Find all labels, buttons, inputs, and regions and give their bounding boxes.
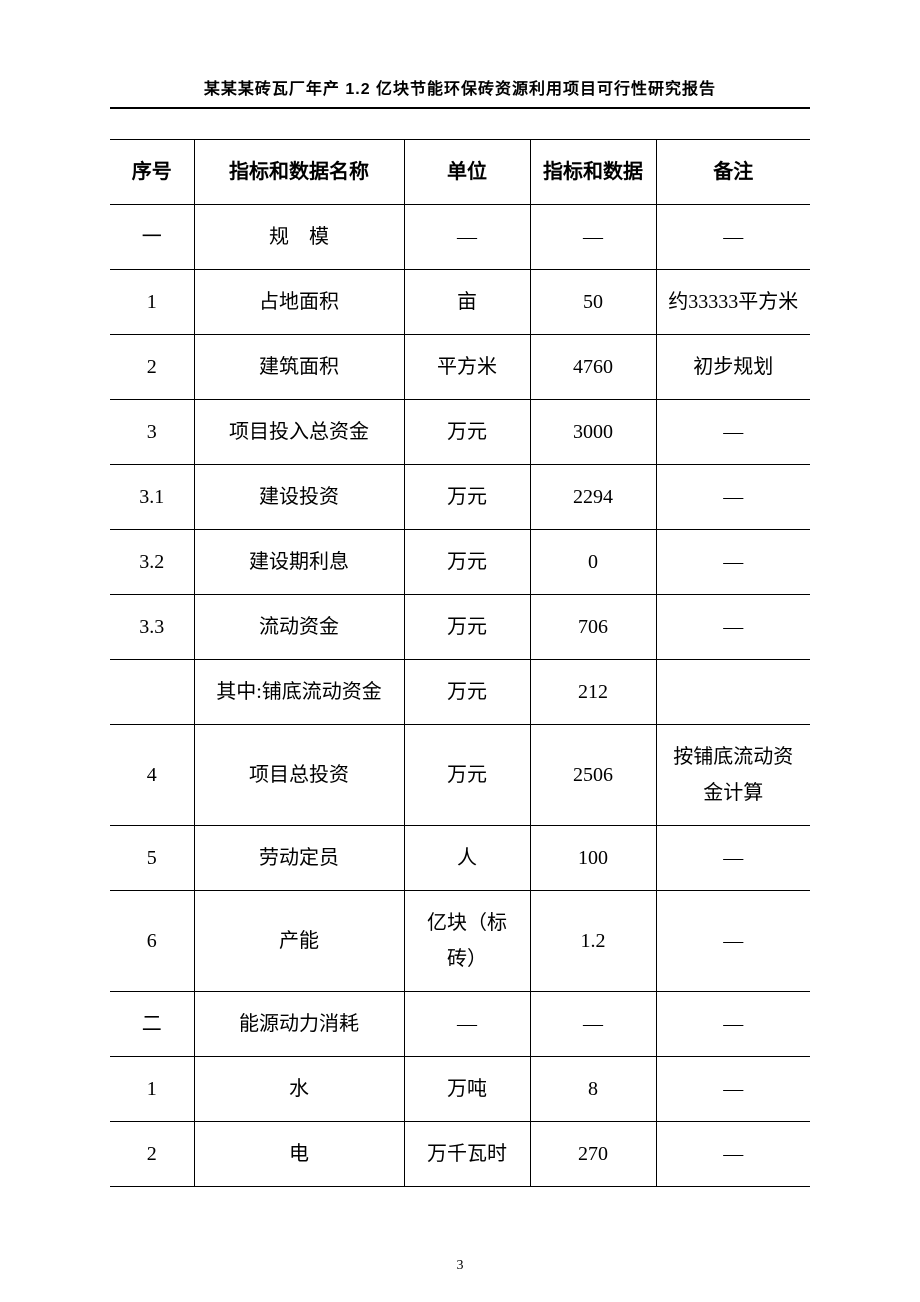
cell-seq: 一: [110, 205, 194, 270]
cell-unit: —: [404, 992, 530, 1057]
cell-seq: 2: [110, 1122, 194, 1187]
cell-unit: 万元: [404, 595, 530, 660]
cell-unit: 万元: [404, 465, 530, 530]
cell-remark: —: [656, 1122, 810, 1187]
cell-value: 8: [530, 1057, 656, 1122]
cell-name: 项目投入总资金: [194, 400, 404, 465]
cell-value: 0: [530, 530, 656, 595]
table-row: 1 水 万吨 8 —: [110, 1057, 810, 1122]
cell-value: 1.2: [530, 891, 656, 992]
col-header-value: 指标和数据: [530, 140, 656, 205]
cell-remark: —: [656, 1057, 810, 1122]
table-row: 2 电 万千瓦时 270 —: [110, 1122, 810, 1187]
col-header-seq: 序号: [110, 140, 194, 205]
page-number: 3: [0, 1258, 920, 1274]
cell-unit: 人: [404, 826, 530, 891]
cell-seq: 3.2: [110, 530, 194, 595]
cell-remark: 初步规划: [656, 335, 810, 400]
col-header-remark: 备注: [656, 140, 810, 205]
cell-name: 其中:铺底流动资金: [194, 660, 404, 725]
cell-remark: 约33333平方米: [656, 270, 810, 335]
table-row: 5 劳动定员 人 100 —: [110, 826, 810, 891]
table-row: 二 能源动力消耗 — — —: [110, 992, 810, 1057]
cell-seq: 1: [110, 1057, 194, 1122]
cell-value: 2294: [530, 465, 656, 530]
cell-unit: 万千瓦时: [404, 1122, 530, 1187]
table-row: 3.2 建设期利息 万元 0 —: [110, 530, 810, 595]
cell-value: 706: [530, 595, 656, 660]
cell-seq: 5: [110, 826, 194, 891]
cell-value: 3000: [530, 400, 656, 465]
cell-remark: —: [656, 530, 810, 595]
cell-value: 212: [530, 660, 656, 725]
cell-value: —: [530, 205, 656, 270]
cell-unit: 万元: [404, 400, 530, 465]
cell-unit: 万元: [404, 725, 530, 826]
table-row: 3 项目投入总资金 万元 3000 —: [110, 400, 810, 465]
cell-name: 占地面积: [194, 270, 404, 335]
cell-unit: 万吨: [404, 1057, 530, 1122]
cell-name: 规 模: [194, 205, 404, 270]
table-row: 4 项目总投资 万元 2506 按铺底流动资金计算: [110, 725, 810, 826]
col-header-name: 指标和数据名称: [194, 140, 404, 205]
cell-remark: —: [656, 826, 810, 891]
cell-remark: —: [656, 205, 810, 270]
cell-remark: —: [656, 891, 810, 992]
cell-name: 建筑面积: [194, 335, 404, 400]
cell-seq: [110, 660, 194, 725]
cell-value: 50: [530, 270, 656, 335]
cell-name: 建设投资: [194, 465, 404, 530]
table-row: 1 占地面积 亩 50 约33333平方米: [110, 270, 810, 335]
table-row: 2 建筑面积 平方米 4760 初步规划: [110, 335, 810, 400]
indicator-table: 序号 指标和数据名称 单位 指标和数据 备注 一 规 模 — — — 1 占地面…: [110, 139, 810, 1187]
table-row: 3.3 流动资金 万元 706 —: [110, 595, 810, 660]
cell-remark: [656, 660, 810, 725]
cell-name: 建设期利息: [194, 530, 404, 595]
table-body: 一 规 模 — — — 1 占地面积 亩 50 约33333平方米 2 建筑面积…: [110, 205, 810, 1187]
cell-unit: 亩: [404, 270, 530, 335]
table-row: 其中:铺底流动资金 万元 212: [110, 660, 810, 725]
cell-remark: —: [656, 595, 810, 660]
table-row: 一 规 模 — — —: [110, 205, 810, 270]
cell-name: 项目总投资: [194, 725, 404, 826]
cell-remark: —: [656, 992, 810, 1057]
cell-name: 能源动力消耗: [194, 992, 404, 1057]
cell-seq: 3.3: [110, 595, 194, 660]
cell-unit: 亿块（标砖）: [404, 891, 530, 992]
cell-unit: 平方米: [404, 335, 530, 400]
table-header-row: 序号 指标和数据名称 单位 指标和数据 备注: [110, 140, 810, 205]
cell-seq: 4: [110, 725, 194, 826]
cell-seq: 2: [110, 335, 194, 400]
cell-name: 产能: [194, 891, 404, 992]
cell-unit: 万元: [404, 660, 530, 725]
cell-name: 电: [194, 1122, 404, 1187]
cell-value: 100: [530, 826, 656, 891]
cell-seq: 6: [110, 891, 194, 992]
cell-seq: 3.1: [110, 465, 194, 530]
page-header-title: 某某某砖瓦厂年产 1.2 亿块节能环保砖资源利用项目可行性研究报告: [110, 75, 810, 109]
cell-name: 流动资金: [194, 595, 404, 660]
cell-value: 4760: [530, 335, 656, 400]
cell-seq: 二: [110, 992, 194, 1057]
cell-name: 水: [194, 1057, 404, 1122]
cell-value: 270: [530, 1122, 656, 1187]
table-row: 6 产能 亿块（标砖） 1.2 —: [110, 891, 810, 992]
cell-remark: —: [656, 400, 810, 465]
col-header-unit: 单位: [404, 140, 530, 205]
cell-name: 劳动定员: [194, 826, 404, 891]
cell-remark: 按铺底流动资金计算: [656, 725, 810, 826]
cell-value: 2506: [530, 725, 656, 826]
cell-seq: 1: [110, 270, 194, 335]
cell-unit: 万元: [404, 530, 530, 595]
table-row: 3.1 建设投资 万元 2294 —: [110, 465, 810, 530]
cell-seq: 3: [110, 400, 194, 465]
cell-unit: —: [404, 205, 530, 270]
cell-remark: —: [656, 465, 810, 530]
cell-value: —: [530, 992, 656, 1057]
